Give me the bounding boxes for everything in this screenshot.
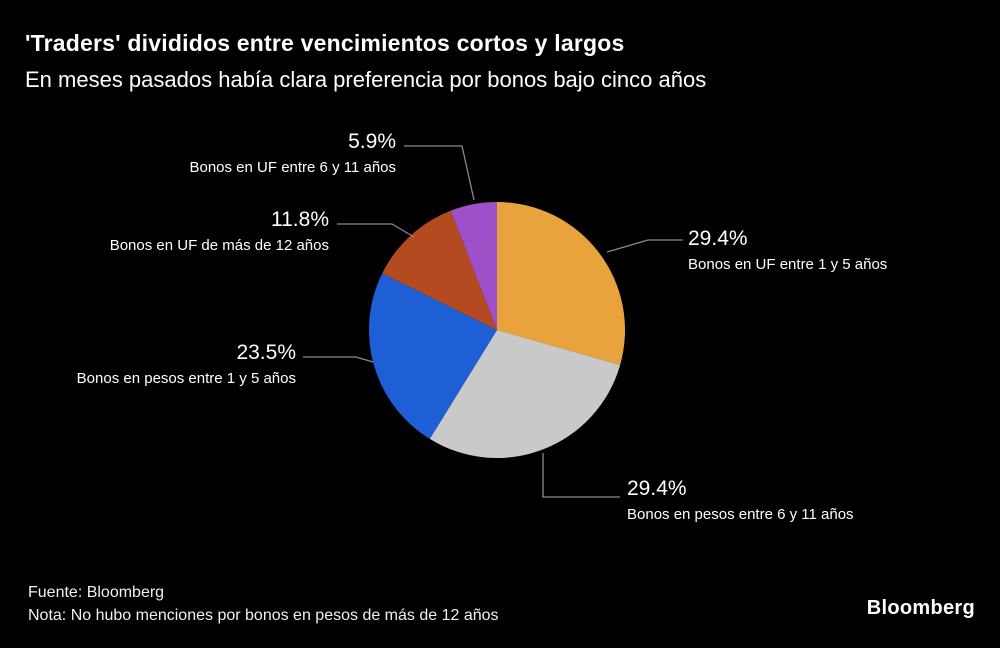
leader-line-red (337, 223, 415, 238)
slice-category: Bonos en pesos entre 6 y 11 años (627, 506, 854, 524)
note-text: Nota: No hubo menciones por bonos en pes… (28, 607, 499, 625)
leader-line-purple (404, 145, 475, 201)
leader-line-gray (542, 453, 620, 498)
pie-slice-0 (497, 202, 626, 365)
slice-label-pesos-6-11: 29.4% Bonos en pesos entre 6 y 11 años (627, 477, 854, 524)
chart-subtitle: En meses pasados había clara preferencia… (25, 67, 707, 92)
pie (369, 202, 626, 459)
slice-label-uf-12plus: 11.8% Bonos en UF de más de 12 años (110, 208, 329, 255)
slice-pct: 29.4% (688, 227, 748, 250)
chart-footer: Fuente: Bloomberg Nota: No hubo mencione… (28, 581, 499, 627)
bloomberg-logo: Bloomberg (866, 597, 975, 619)
slice-label-pesos-1-5: 23.5% Bonos en pesos entre 1 y 5 años (77, 341, 296, 388)
slice-pct: 23.5% (236, 341, 296, 364)
slice-category: Bonos en UF entre 6 y 11 años (189, 159, 396, 177)
pie-slice-3 (382, 210, 497, 330)
slice-pct: 29.4% (627, 477, 687, 500)
leader-lines (303, 145, 683, 498)
slice-pct: 11.8% (271, 208, 329, 231)
leader-line-orange (606, 239, 683, 253)
slice-label-uf-6-11: 5.9% Bonos en UF entre 6 y 11 años (189, 130, 396, 177)
pie-slice-2 (369, 273, 497, 439)
source-text: Fuente: Bloomberg (28, 584, 165, 601)
pie-slice-1 (429, 330, 621, 459)
slice-category: Bonos en pesos entre 1 y 5 años (76, 370, 296, 388)
slice-pct: 5.9% (348, 130, 396, 153)
pie-slice-4 (450, 202, 497, 330)
slice-label-uf-1-5: 29.4% Bonos en UF entre 1 y 5 años (688, 227, 887, 274)
slice-category: Bonos en UF entre 1 y 5 años (688, 256, 888, 274)
chart-title: 'Traders' divididos entre vencimientos c… (25, 30, 625, 56)
leader-line-blue (303, 356, 374, 363)
slice-category: Bonos en UF de más de 12 años (109, 237, 329, 255)
